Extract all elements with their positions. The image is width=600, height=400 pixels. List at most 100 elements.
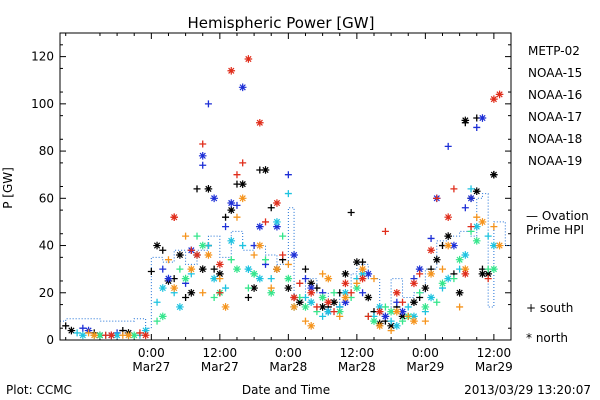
footer-plot-source: Plot: CCMC (6, 383, 72, 397)
data-point-north (381, 312, 390, 321)
data-point-north (124, 331, 133, 340)
legend-entry: METP-02 (528, 44, 580, 58)
data-point-north (341, 293, 350, 302)
data-point-south (450, 185, 458, 193)
data-point-south (222, 213, 230, 221)
data-point-south (336, 312, 344, 320)
y-tick-label: 100 (31, 97, 54, 111)
y-tick-label: 120 (31, 50, 54, 64)
data-point-south (301, 265, 309, 273)
data-point-north (427, 293, 435, 302)
data-point-south (267, 284, 275, 292)
data-point-south (267, 275, 275, 283)
data-point-north (273, 265, 281, 273)
data-point-north (444, 274, 453, 283)
data-point-south (73, 329, 81, 337)
legend-ovation: — Ovation (526, 209, 589, 223)
data-point-south (301, 317, 309, 325)
data-point-south (473, 123, 481, 131)
data-point-north (444, 232, 453, 240)
data-point-south (193, 232, 201, 240)
data-point-south (284, 171, 292, 179)
data-point-south (387, 317, 395, 325)
data-point-north (484, 270, 492, 278)
data-point-north (387, 322, 395, 330)
data-point-south (421, 317, 429, 325)
data-point-north (307, 284, 315, 292)
data-point-north (290, 293, 298, 302)
data-point-north (444, 213, 453, 221)
data-point-south (193, 185, 201, 193)
data-point-north (318, 293, 327, 302)
data-point-south (182, 232, 190, 240)
data-point-south (62, 322, 70, 330)
data-point-north (393, 288, 401, 297)
data-point-south (399, 317, 407, 325)
data-point-north (198, 241, 207, 250)
data-point-south (467, 185, 475, 193)
data-point-north (444, 241, 453, 250)
data-point-south (233, 213, 241, 221)
data-point-south (222, 284, 230, 292)
data-point-north (330, 298, 338, 307)
data-point-south (199, 161, 207, 169)
data-point-north (335, 307, 344, 316)
data-point-north (341, 279, 350, 288)
data-point-north (490, 241, 498, 250)
data-point-north (358, 274, 367, 283)
data-point-south (313, 303, 321, 311)
footer-timestamp: 2013/03/29 13:20:07 (464, 383, 591, 397)
data-point-south (262, 218, 270, 226)
data-point-north (90, 331, 99, 340)
data-point-north (238, 180, 247, 188)
data-point-south (164, 256, 172, 264)
data-point-north (250, 284, 258, 292)
data-point-south (262, 256, 270, 264)
data-point-north (284, 274, 293, 283)
data-point-north (398, 307, 407, 316)
data-point-north (198, 265, 207, 273)
data-point-north (375, 303, 384, 311)
x-tick-label-date: Mar29 (406, 360, 444, 374)
data-point-south (79, 324, 87, 332)
data-point-north (461, 270, 470, 278)
data-point-south (182, 293, 190, 301)
data-point-south (284, 260, 292, 268)
data-point-north (256, 118, 264, 127)
data-point-north (478, 114, 487, 122)
data-point-north (341, 298, 350, 307)
data-point-north (227, 206, 236, 214)
x-tick-label-date: Mar27 (132, 360, 170, 374)
data-point-south (244, 284, 252, 292)
data-point-south (359, 289, 367, 297)
data-point-south (199, 140, 207, 148)
data-point-south (153, 298, 161, 306)
data-point-south (136, 329, 144, 337)
data-point-north (410, 279, 418, 288)
x-tick-label-date: Mar28 (269, 360, 307, 374)
data-point-north (455, 288, 464, 297)
data-point-north (221, 303, 230, 311)
data-point-north (307, 279, 315, 288)
data-point-north (410, 298, 418, 307)
data-point-north (181, 274, 190, 283)
data-point-south (450, 275, 458, 283)
data-point-south (239, 242, 247, 250)
data-point-south (461, 204, 469, 212)
data-point-north (358, 265, 367, 273)
data-point-north (478, 218, 487, 226)
data-point-north (187, 265, 196, 273)
data-point-north (318, 303, 327, 311)
data-point-south (416, 289, 424, 297)
data-point-south (199, 289, 207, 297)
data-point-north (353, 284, 361, 292)
data-point-south (319, 312, 327, 320)
data-point-south (364, 312, 372, 320)
data-point-north (410, 317, 418, 325)
data-point-north (158, 284, 167, 292)
data-point-north (472, 222, 481, 231)
data-point-north (341, 288, 350, 297)
data-point-south (159, 265, 167, 273)
data-point-north (370, 317, 378, 325)
